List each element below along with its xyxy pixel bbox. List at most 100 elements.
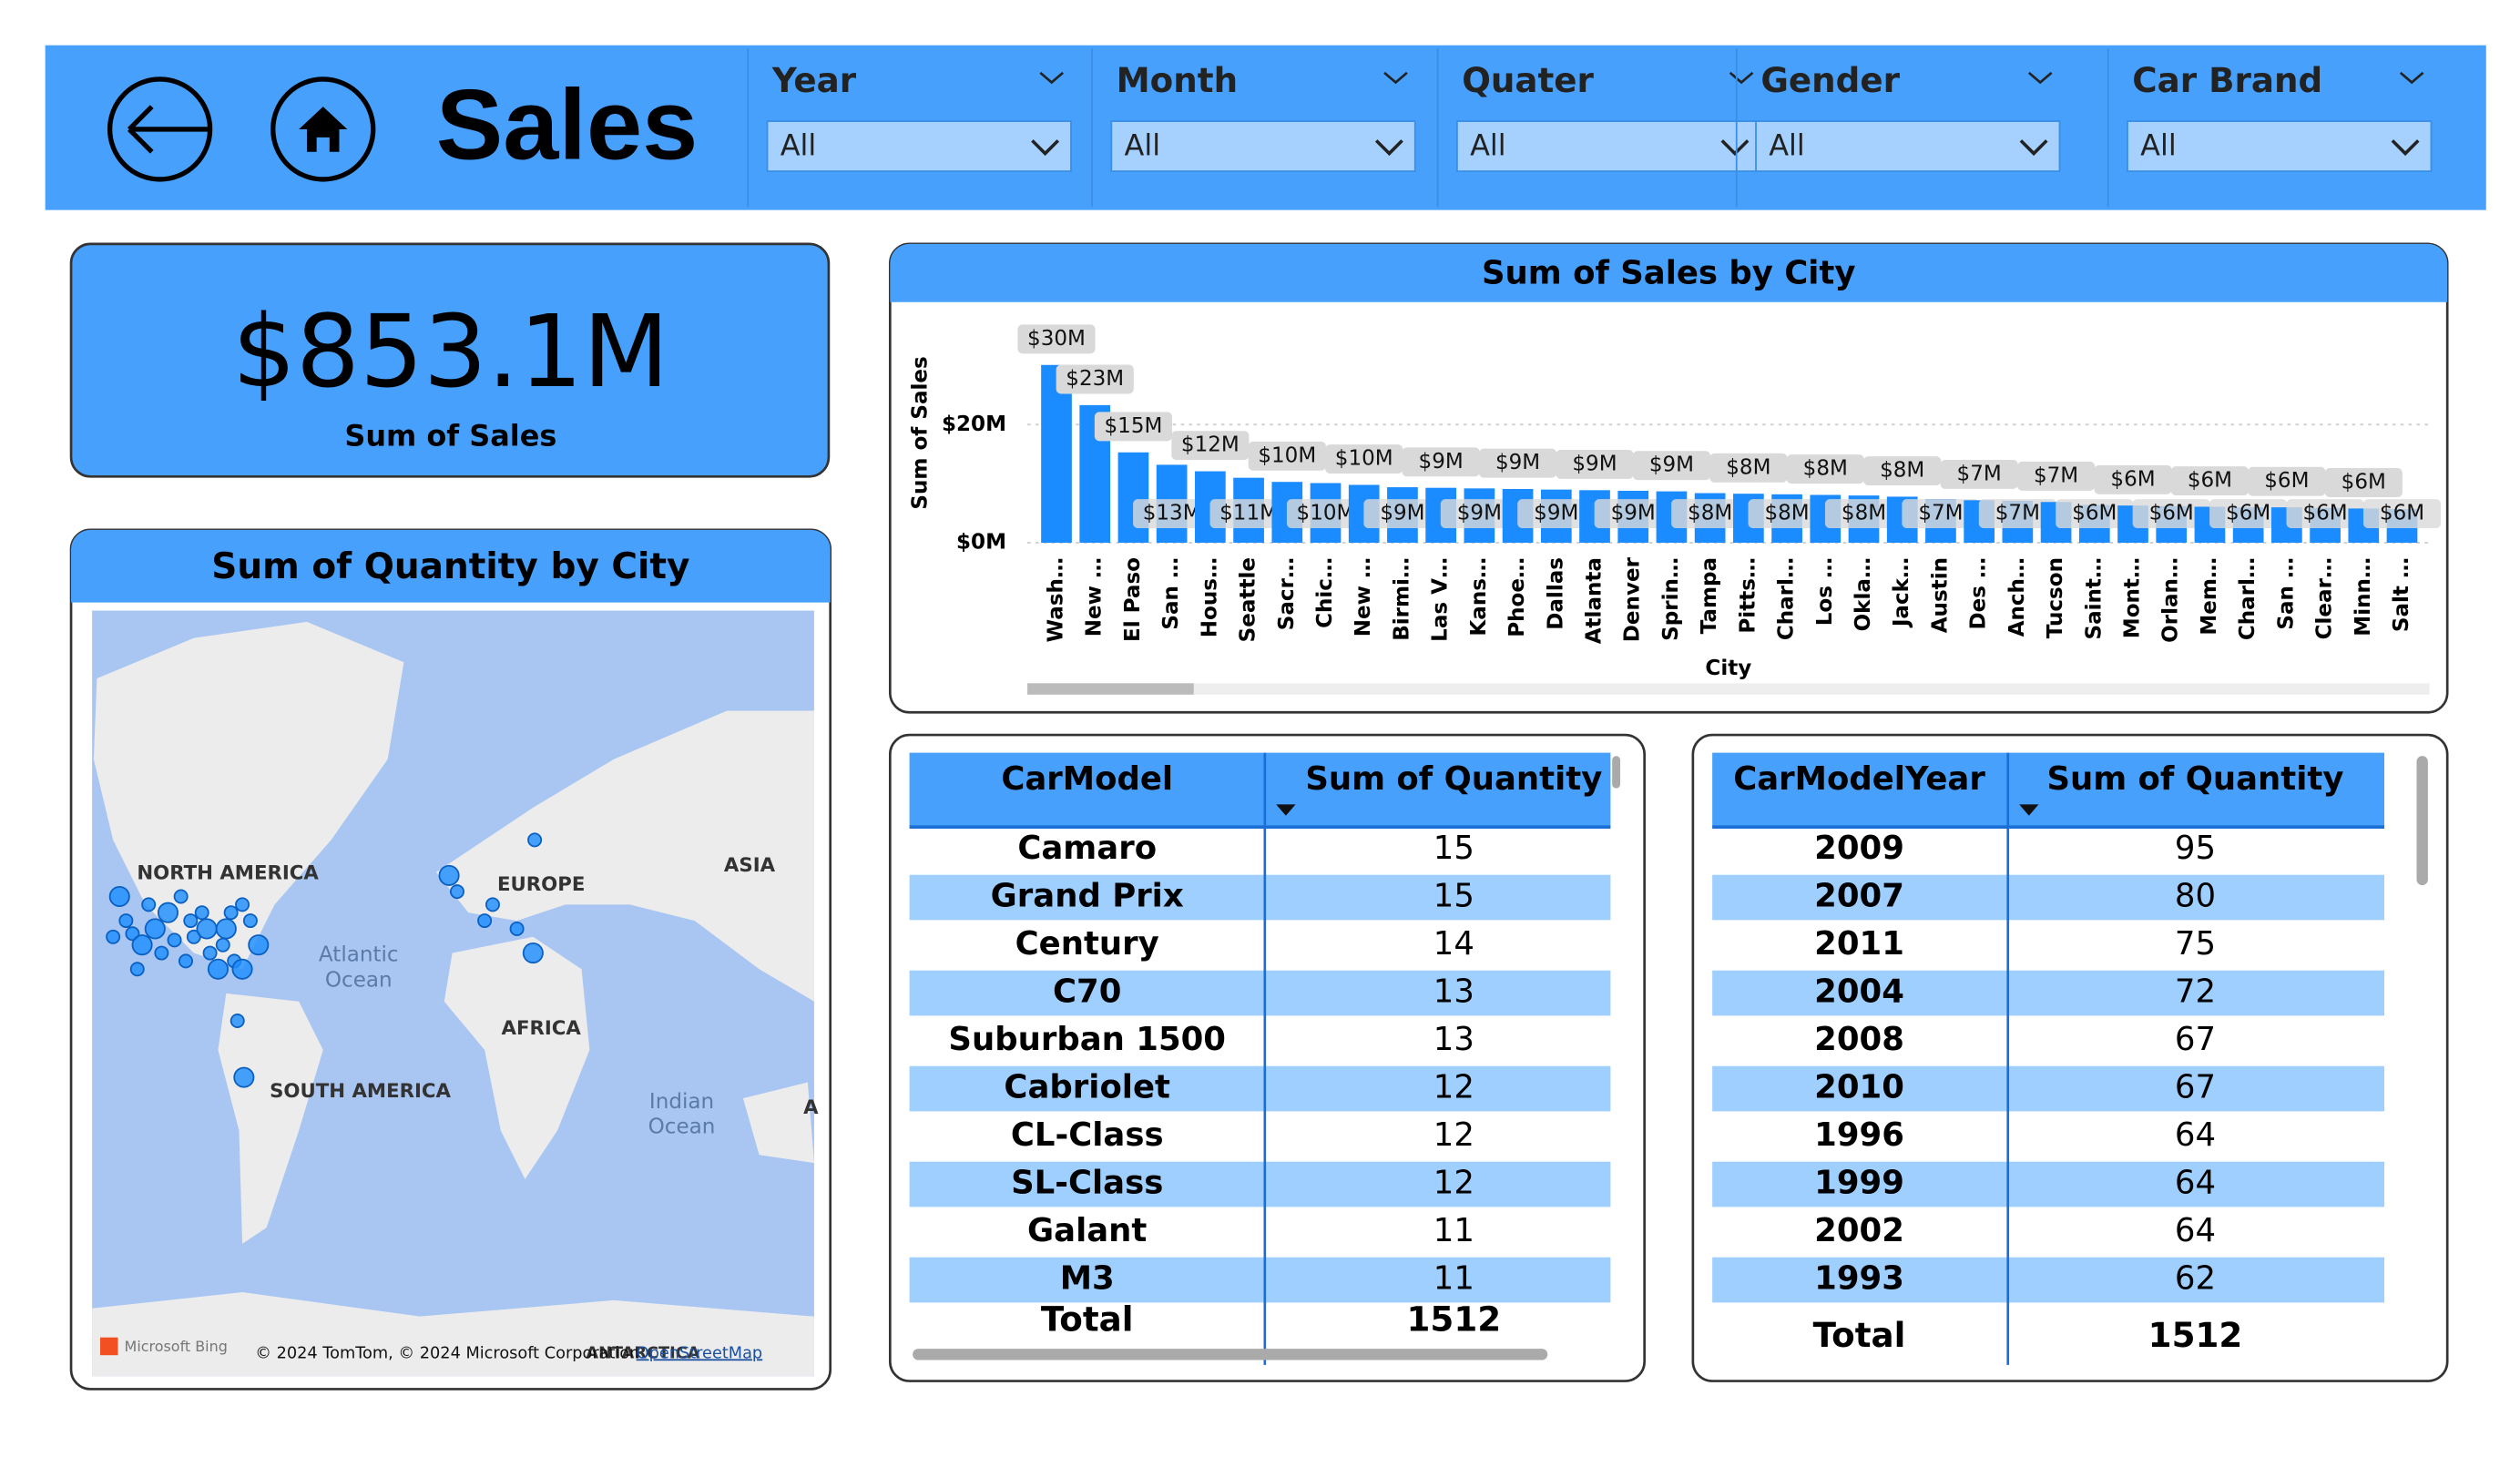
data-label: $6M [2341, 471, 2386, 494]
dropdown-value: All [780, 127, 817, 162]
dropdown-value: All [2140, 127, 2177, 162]
column-header[interactable]: CarModel [1001, 760, 1173, 798]
map-bubble [167, 932, 182, 948]
filter-dropdown[interactable]: All [766, 120, 1072, 172]
map-bubble [144, 918, 166, 940]
dropdown-value: All [1769, 127, 1805, 162]
cell: Century [1015, 925, 1159, 963]
cell: 2010 [1814, 1069, 1904, 1106]
row-band [909, 874, 1611, 921]
filter-dropdown[interactable]: All [1456, 120, 1762, 172]
cell: 64 [2175, 1165, 2216, 1202]
back-button[interactable] [107, 76, 213, 182]
data-label-bg [2362, 499, 2442, 529]
map-label: Atlantic Ocean [319, 942, 399, 992]
data-label-bg [1286, 499, 1365, 529]
map-bubble [230, 1014, 245, 1029]
cell: 2009 [1814, 830, 1904, 867]
map [92, 610, 814, 1377]
filter-dropdown[interactable]: All [2127, 120, 2433, 172]
data-label-bg [1748, 499, 1826, 529]
scrollbar-track [1027, 683, 2430, 695]
data-label-bg [1171, 431, 1250, 461]
dropdown-chevron [1720, 139, 1750, 157]
data-label-bg [1709, 453, 1788, 483]
column-header[interactable]: CarModelYear [1733, 760, 1985, 798]
row-band [909, 1065, 1611, 1112]
x-tick-label: Charl… [2236, 557, 2260, 640]
map-bubble [485, 897, 500, 912]
land [435, 710, 814, 1002]
data-label: $9M [1380, 502, 1424, 525]
filter-dropdown[interactable]: All [1755, 120, 2061, 172]
x-tick-label: Hous… [1198, 557, 1221, 637]
scrollbar-thumb[interactable] [1027, 683, 1194, 695]
data-label: $13M [1143, 502, 1201, 525]
data-label: $15M [1105, 414, 1163, 438]
data-label: $6M [2072, 502, 2117, 525]
dropdown-box [1110, 120, 1416, 172]
data-label: $8M [1880, 459, 1924, 483]
x-tick-label: Seattle [1237, 557, 1260, 642]
data-label: $8M [1842, 502, 1886, 525]
data-label-bg [1017, 324, 1096, 354]
map-header [71, 529, 831, 603]
total-label: Total [1041, 1299, 1134, 1339]
map-bubble [242, 913, 258, 929]
data-label-bg [1479, 448, 1557, 478]
y-tick-label: $20M [942, 413, 1006, 436]
cell: Cabriolet [1004, 1069, 1170, 1106]
data-label-bg [1325, 444, 1403, 474]
data-label-bg [2094, 464, 2172, 494]
data-label: $10M [1335, 447, 1393, 471]
data-label: $7M [1957, 462, 2002, 485]
map-bubble [108, 885, 130, 907]
map-bubble [118, 913, 134, 929]
data-label: $9M [1495, 451, 1540, 474]
data-label: $10M [1258, 443, 1316, 467]
data-label-bg [1863, 456, 1942, 486]
map-bubble [202, 945, 218, 961]
kpi-label: Sum of Sales [344, 419, 556, 453]
map-bubble [129, 962, 145, 977]
v-scrollbar[interactable] [1612, 756, 1621, 789]
map-bubble [194, 905, 209, 921]
cell: CL-Class [1011, 1116, 1164, 1154]
cell: 12 [1433, 1069, 1474, 1106]
map-title: Sum of Quantity by City [211, 546, 689, 587]
data-label-bg [1786, 454, 1864, 484]
map-link[interactable]: OpenStreetMap [637, 1344, 763, 1362]
filter-label: Gender [1760, 60, 1900, 100]
map-bubble [248, 934, 270, 956]
row-band [909, 970, 1611, 1016]
row-band [1712, 1065, 2385, 1112]
map-bubble [527, 832, 543, 848]
x-tick-label: Las V… [1429, 557, 1453, 642]
data-label-bg [2017, 461, 2096, 491]
x-tick-label: El Paso [1121, 557, 1145, 642]
kpi-value: $853.1M [232, 293, 669, 410]
cell: 15 [1433, 830, 1474, 867]
home-button[interactable] [270, 76, 376, 182]
cell: 2002 [1814, 1212, 1904, 1249]
data-label-bg [1517, 499, 1596, 529]
sort-arrow [1276, 804, 1296, 816]
row-band [909, 1161, 1611, 1207]
filter-label: Car Brand [2132, 60, 2322, 100]
cell: 72 [2175, 973, 2216, 1011]
cell: Camaro [1017, 830, 1157, 867]
cell: 80 [2175, 878, 2216, 915]
column-header[interactable]: Sum of Quantity [1305, 760, 1602, 798]
h-scrollbar[interactable] [913, 1349, 1548, 1360]
filter-dropdown[interactable]: All [1110, 120, 1416, 172]
bing-logo [99, 1337, 118, 1356]
tables: CarModel Sum of Quantity Camaro 15 Grand Pri… [888, 733, 2449, 1382]
filter-label: Month [1117, 60, 1238, 100]
data-label-bg [1056, 364, 1134, 394]
x-tick-label: New … [1352, 557, 1375, 637]
v-scrollbar[interactable] [2416, 756, 2428, 886]
filter-collapse [1383, 71, 1408, 85]
dropdown-value: All [1125, 127, 1161, 162]
land [218, 993, 323, 1244]
column-header[interactable]: Sum of Quantity [2046, 760, 2343, 798]
